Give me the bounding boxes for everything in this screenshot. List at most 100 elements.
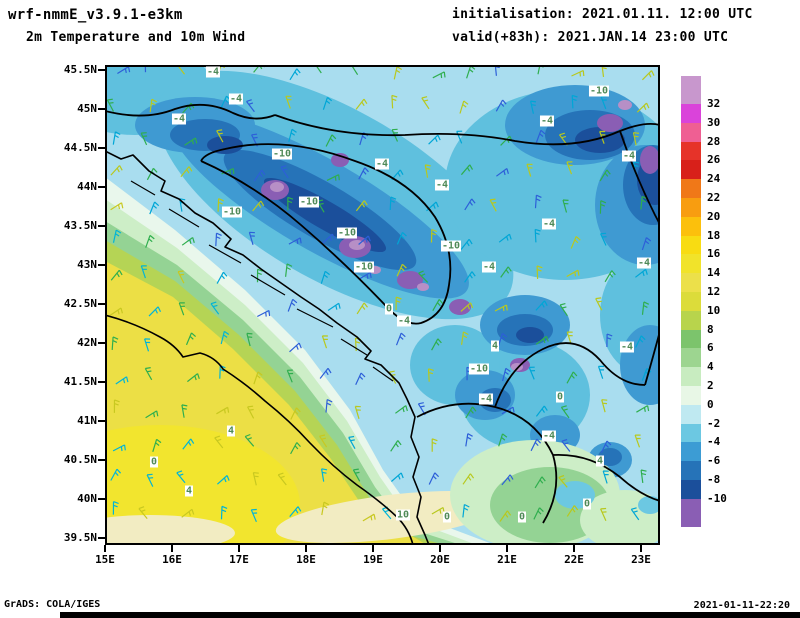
wind-barb (220, 505, 228, 520)
wind-barb (288, 128, 297, 143)
wind-barb (112, 501, 119, 515)
wind-barb (604, 270, 616, 283)
lon-tick-mark (372, 545, 374, 552)
wind-barb (182, 438, 195, 450)
colorbar-segment (681, 404, 701, 424)
colorbar-segment (681, 160, 701, 180)
wind-barb (641, 301, 650, 315)
wind-barb (391, 94, 398, 109)
colorbar-tick-label: 4 (707, 360, 714, 374)
wind-barb (571, 94, 578, 109)
colorbar-tick-label: 12 (707, 285, 721, 298)
colorbar-segment (681, 76, 701, 104)
wind-barb (501, 474, 514, 486)
lat-tick-label: 42.5N (63, 297, 97, 310)
wind-barb (528, 366, 536, 380)
wind-barb (144, 367, 153, 381)
lat-tick-mark (98, 420, 105, 422)
wind-barb (566, 371, 578, 384)
lon-tick-label: 23E (631, 553, 651, 566)
wind-barb (145, 234, 155, 248)
colorbar-segment (681, 348, 701, 368)
wind-barb (327, 302, 341, 311)
colorbar-tick-label: -8 (707, 473, 721, 486)
wind-barb (106, 98, 115, 112)
wind-barb (253, 169, 266, 182)
lat-tick-mark (98, 303, 105, 305)
wind-barb (602, 470, 609, 484)
wind-barb (498, 233, 512, 243)
colorbar-segment (681, 480, 701, 499)
wind-barb (533, 507, 544, 520)
wind-barb (494, 304, 508, 312)
bottom-bar (60, 612, 800, 618)
chart-subtitle: 2m Temperature and 10m Wind (26, 30, 246, 45)
country-borders (105, 103, 660, 524)
wind-barb (630, 507, 640, 521)
lat-tick-mark (98, 147, 105, 149)
wind-barb (289, 68, 301, 81)
wind-barb (426, 201, 439, 212)
wind-barb (495, 99, 507, 112)
lon-tick-mark (238, 545, 240, 552)
lat-tick-label: 39.5N (63, 531, 97, 544)
wind-barb (462, 473, 475, 485)
lat-tick-label: 40N (77, 492, 97, 505)
wind-barb (280, 165, 289, 179)
valid-time-label: valid(+83h): 2021.JAN.14 23:00 UTC (452, 30, 729, 45)
colorbar-segment (681, 216, 701, 236)
wind-barb (187, 373, 200, 383)
wind-barb (277, 472, 287, 486)
wind-barb (599, 169, 611, 182)
generation-timestamp: 2021-01-11-22:20 (693, 600, 790, 611)
colorbar-segment (681, 179, 701, 198)
wind-barb (256, 268, 263, 283)
colorbar-segment (681, 198, 701, 217)
wind-barb (459, 100, 469, 114)
lat-tick-mark (98, 342, 105, 344)
wind-barb (110, 202, 124, 211)
wind-barb (112, 131, 121, 145)
wind-barb (216, 271, 228, 284)
wind-barb (244, 433, 255, 447)
wind-barb (395, 405, 408, 414)
wind-barb (395, 296, 402, 311)
wind-barb (489, 198, 497, 212)
wind-barb (115, 376, 129, 385)
wind-barb (606, 333, 613, 348)
wind-barb (246, 99, 255, 113)
lon-tick-mark (305, 545, 307, 552)
lon-tick-mark (506, 545, 508, 552)
wind-barb (220, 330, 230, 345)
wind-barb (321, 501, 330, 516)
wind-barb (430, 228, 438, 243)
lat-tick-mark (98, 69, 105, 71)
colorbar-segment (681, 498, 701, 527)
wind-barb (257, 309, 271, 318)
lat-tick-label: 41N (77, 414, 97, 427)
wind-barb (285, 95, 292, 109)
wind-barb (210, 301, 220, 315)
wind-barb (110, 468, 122, 481)
colorbar-tick-label: 24 (707, 172, 721, 186)
wind-barb (252, 200, 265, 212)
wind-barb (502, 367, 511, 382)
wind-barb (460, 238, 473, 250)
wind-barb (287, 298, 298, 312)
wind-barb (558, 474, 568, 488)
wind-barb (636, 102, 650, 113)
wind-barb (216, 129, 224, 143)
wind-barb (110, 269, 123, 281)
colorbar-segment (681, 442, 701, 462)
wind-barb (146, 473, 154, 487)
wind-barb (497, 333, 508, 347)
wind-barb (499, 510, 512, 522)
wind-barb (321, 335, 328, 349)
wind-barb (601, 399, 608, 413)
colorbar-segment (681, 423, 701, 443)
colorbar-tick-label: 22 (707, 191, 721, 204)
colorbar-tick-label: 14 (707, 266, 721, 280)
wind-barb (216, 406, 230, 415)
wind-barb (288, 237, 302, 245)
